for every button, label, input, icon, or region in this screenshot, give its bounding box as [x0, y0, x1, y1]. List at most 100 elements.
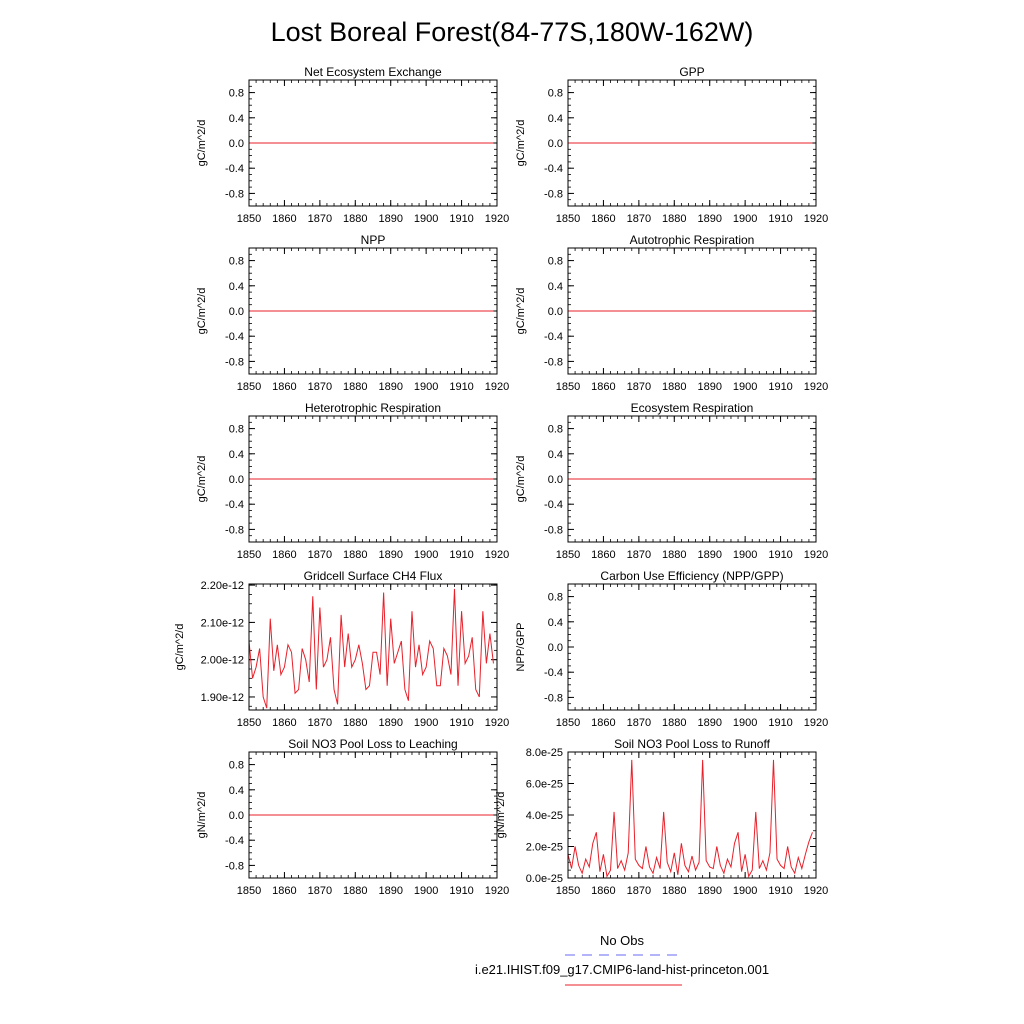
x-tick-label: 1890 — [697, 381, 721, 393]
x-tick-label: 1900 — [733, 885, 757, 897]
plot-frame — [248, 79, 498, 207]
x-tick-label: 1900 — [733, 213, 757, 225]
y-tick-label: 0.0 — [229, 810, 244, 822]
x-tick-label: 1880 — [343, 717, 367, 729]
x-tick-label: 1850 — [237, 885, 261, 897]
x-tick-label: 1850 — [556, 381, 580, 393]
chart-panel: Ecosystem Respiration 1850 1860 1870 1880 189… — [515, 401, 828, 561]
y-axis-label: NPP/GPP — [515, 623, 527, 672]
x-tick-label: 1850 — [556, 549, 580, 561]
panel-title: Ecosystem Respiration — [631, 401, 754, 415]
x-tick-label: 1880 — [662, 381, 686, 393]
legend: No Obs i.e21.IHIST.f09_g17.CMIP6-land-hi… — [475, 933, 769, 986]
y-axis-label: gN/m^2/d — [495, 792, 507, 839]
y-axis-label: gC/m^2/d — [174, 624, 186, 671]
x-tick-label: 1900 — [414, 717, 438, 729]
y-tick-label: 0.0 — [548, 138, 563, 150]
y-tick-label: 4.0e-25 — [526, 810, 563, 822]
plot-frame — [248, 415, 498, 543]
y-axis-label: gC/m^2/d — [196, 288, 208, 335]
x-tick-label: 1890 — [697, 213, 721, 225]
x-tick-label: 1860 — [272, 213, 296, 225]
chart-panel: Soil NO3 Pool Loss to Runoff 1850 1860 1870… — [495, 737, 828, 897]
x-tick-label: 1880 — [343, 885, 367, 897]
panel-title: Net Ecosystem Exchange — [304, 65, 442, 79]
y-tick-label: 2.20e-12 — [201, 580, 244, 592]
x-tick-label: 1870 — [308, 717, 332, 729]
x-tick-label: 1860 — [591, 213, 615, 225]
y-tick-label: 0.4 — [229, 113, 244, 125]
series-line — [567, 759, 813, 878]
plot-frame — [567, 247, 817, 375]
x-tick-label: 1900 — [414, 213, 438, 225]
x-tick-label: 1900 — [414, 885, 438, 897]
x-tick-label: 1910 — [449, 885, 473, 897]
y-tick-label: 0.0e-25 — [526, 873, 563, 885]
x-tick-label: 1920 — [485, 381, 509, 393]
x-tick-label: 1910 — [449, 717, 473, 729]
y-tick-label: 0.8 — [548, 88, 563, 100]
legend-obs-label: No Obs — [600, 933, 645, 948]
x-tick-label: 1920 — [804, 717, 828, 729]
x-tick-label: 1880 — [343, 549, 367, 561]
panel-title: Autotrophic Respiration — [630, 233, 755, 247]
x-tick-label: 1870 — [627, 885, 651, 897]
y-axis-label: gC/m^2/d — [196, 456, 208, 503]
y-tick-label: -0.8 — [225, 188, 244, 200]
x-tick-label: 1850 — [237, 549, 261, 561]
x-tick-label: 1860 — [272, 717, 296, 729]
chart-panel: Autotrophic Respiration 1850 1860 1870 1880 1… — [515, 233, 828, 393]
y-tick-label: -0.4 — [544, 163, 563, 175]
x-tick-label: 1920 — [485, 717, 509, 729]
x-tick-label: 1870 — [308, 213, 332, 225]
x-tick-label: 1910 — [449, 213, 473, 225]
y-tick-label: 0.8 — [229, 256, 244, 268]
x-tick-label: 1860 — [272, 549, 296, 561]
x-tick-label: 1850 — [237, 381, 261, 393]
x-tick-label: 1870 — [308, 549, 332, 561]
chart-panel: Gridcell Surface CH4 Flux 1850 1860 1870 188… — [174, 569, 509, 729]
y-tick-label: 0.0 — [548, 474, 563, 486]
chart-panel: Soil NO3 Pool Loss to Leaching 1850 1860 18… — [196, 737, 509, 897]
x-tick-label: 1880 — [662, 717, 686, 729]
y-tick-label: 0.0 — [229, 138, 244, 150]
x-tick-label: 1850 — [237, 213, 261, 225]
x-tick-label: 1890 — [697, 717, 721, 729]
x-tick-label: 1870 — [308, 381, 332, 393]
x-tick-label: 1880 — [662, 885, 686, 897]
x-tick-label: 1900 — [414, 549, 438, 561]
y-tick-label: 2.10e-12 — [201, 617, 244, 629]
x-tick-label: 1920 — [485, 549, 509, 561]
x-tick-label: 1870 — [627, 381, 651, 393]
x-tick-label: 1910 — [768, 549, 792, 561]
y-axis-label: gC/m^2/d — [196, 120, 208, 167]
plot-frame — [248, 247, 498, 375]
y-tick-label: -0.8 — [544, 188, 563, 200]
x-tick-label: 1870 — [308, 885, 332, 897]
x-tick-label: 1860 — [591, 717, 615, 729]
plot-frame — [248, 751, 498, 879]
chart-panel: Net Ecosystem Exchange 1850 1860 1870 1880 18… — [196, 65, 509, 225]
x-tick-label: 1890 — [378, 381, 402, 393]
x-tick-label: 1890 — [378, 213, 402, 225]
y-tick-label: -0.4 — [225, 331, 244, 343]
panel-title: Heterotrophic Respiration — [305, 401, 441, 415]
x-tick-label: 1870 — [627, 717, 651, 729]
x-tick-label: 1910 — [768, 885, 792, 897]
y-tick-label: 2.00e-12 — [201, 655, 244, 667]
x-tick-label: 1900 — [733, 549, 757, 561]
plot-frame — [567, 79, 817, 207]
figure-title: Lost Boreal Forest(84-77S,180W-162W) — [271, 17, 754, 47]
x-tick-label: 1920 — [804, 213, 828, 225]
y-tick-label: 0.8 — [548, 256, 563, 268]
y-tick-label: 0.8 — [229, 760, 244, 772]
y-tick-label: -0.8 — [225, 356, 244, 368]
x-tick-label: 1850 — [556, 213, 580, 225]
y-tick-label: 1.90e-12 — [201, 692, 244, 704]
x-tick-label: 1890 — [378, 549, 402, 561]
x-tick-label: 1910 — [449, 549, 473, 561]
plot-frame — [248, 583, 498, 711]
y-axis-label: gN/m^2/d — [196, 792, 208, 839]
y-tick-label: -0.4 — [225, 163, 244, 175]
